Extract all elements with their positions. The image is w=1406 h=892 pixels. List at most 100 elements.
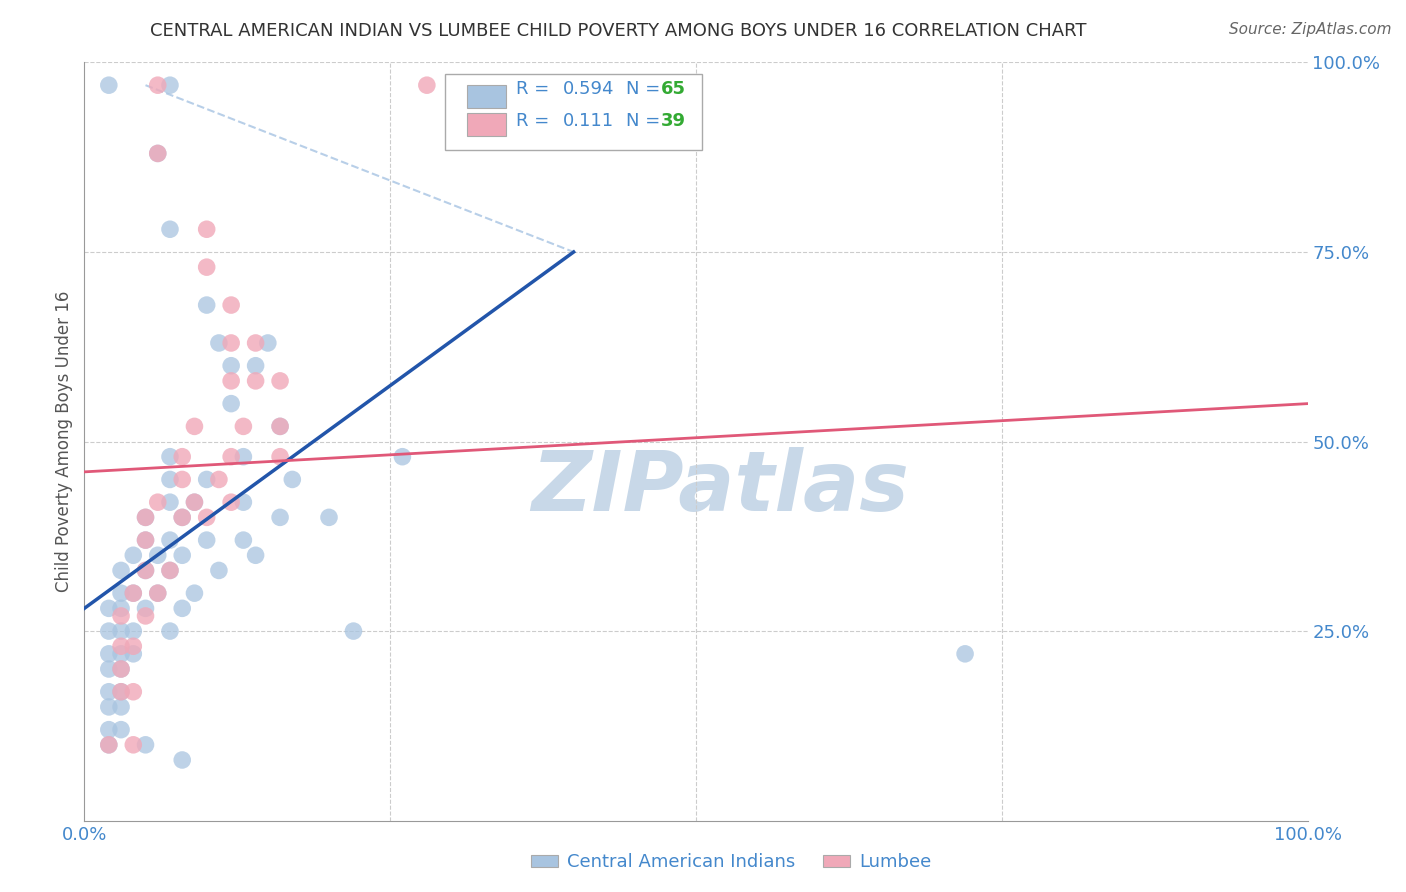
Point <box>97 624 120 639</box>
Point <box>135 533 157 548</box>
Point <box>232 450 254 464</box>
Text: 39: 39 <box>661 112 686 130</box>
Point <box>159 450 181 464</box>
Point <box>135 510 157 524</box>
Point <box>172 548 194 563</box>
Text: CENTRAL AMERICAN INDIAN VS LUMBEE CHILD POVERTY AMONG BOYS UNDER 16 CORRELATION : CENTRAL AMERICAN INDIAN VS LUMBEE CHILD … <box>150 22 1087 40</box>
Point <box>122 639 145 653</box>
Point <box>183 495 205 509</box>
Point <box>195 298 218 312</box>
Point <box>416 78 439 92</box>
Point <box>318 510 340 524</box>
Point <box>110 723 132 737</box>
Point <box>281 473 304 487</box>
Point <box>146 146 169 161</box>
Point <box>159 495 181 509</box>
Point <box>232 495 254 509</box>
Text: R =: R = <box>516 80 555 98</box>
Point <box>208 473 231 487</box>
Point <box>122 624 145 639</box>
Point <box>110 608 132 623</box>
Point <box>97 647 120 661</box>
Point <box>195 510 218 524</box>
Point <box>245 359 267 373</box>
Text: 0.111: 0.111 <box>562 112 614 130</box>
Point <box>122 586 145 600</box>
Point <box>269 510 291 524</box>
Point <box>135 601 157 615</box>
Text: N =: N = <box>626 80 666 98</box>
Point <box>110 699 132 714</box>
Point <box>97 78 120 92</box>
Point <box>110 564 132 578</box>
Point <box>146 146 169 161</box>
Point <box>135 510 157 524</box>
Point <box>146 586 169 600</box>
Point <box>269 450 291 464</box>
Point <box>97 662 120 676</box>
Legend: Central American Indians, Lumbee: Central American Indians, Lumbee <box>524 847 938 879</box>
Point <box>342 624 364 639</box>
Point <box>269 374 291 388</box>
Point <box>146 495 169 509</box>
Point <box>391 450 413 464</box>
Point <box>172 510 194 524</box>
Point <box>195 533 218 548</box>
Point <box>269 419 291 434</box>
Point <box>97 685 120 699</box>
Point <box>245 548 267 563</box>
Point <box>208 564 231 578</box>
Point <box>135 738 157 752</box>
Text: Source: ZipAtlas.com: Source: ZipAtlas.com <box>1229 22 1392 37</box>
FancyBboxPatch shape <box>467 85 506 108</box>
Text: 65: 65 <box>661 80 686 98</box>
Point <box>232 533 254 548</box>
Point <box>159 564 181 578</box>
Point <box>97 738 120 752</box>
Point <box>172 450 194 464</box>
Point <box>219 495 242 509</box>
Point <box>110 624 132 639</box>
Point <box>159 564 181 578</box>
Point <box>219 298 242 312</box>
Point <box>219 335 242 350</box>
Point <box>122 586 145 600</box>
Point <box>135 564 157 578</box>
Text: ZIPatlas: ZIPatlas <box>531 447 910 527</box>
Point <box>245 335 267 350</box>
Point <box>110 647 132 661</box>
Point <box>122 548 145 563</box>
Point <box>159 533 181 548</box>
Point <box>245 374 267 388</box>
Point <box>464 78 486 92</box>
Text: N =: N = <box>626 112 666 130</box>
Y-axis label: Child Poverty Among Boys Under 16: Child Poverty Among Boys Under 16 <box>55 291 73 592</box>
Point <box>97 699 120 714</box>
Point <box>97 601 120 615</box>
Point <box>146 78 169 92</box>
FancyBboxPatch shape <box>467 113 506 136</box>
Point <box>219 374 242 388</box>
Point <box>219 450 242 464</box>
Point <box>257 335 280 350</box>
Point <box>97 723 120 737</box>
Point <box>159 78 181 92</box>
Point <box>146 586 169 600</box>
Point <box>122 647 145 661</box>
Text: R =: R = <box>516 112 561 130</box>
Point <box>172 601 194 615</box>
Point <box>219 359 242 373</box>
Point <box>208 335 231 350</box>
Point <box>159 473 181 487</box>
Point <box>183 586 205 600</box>
Point <box>195 473 218 487</box>
Point <box>172 510 194 524</box>
Point <box>195 222 218 236</box>
Point <box>183 495 205 509</box>
Text: 0.594: 0.594 <box>562 80 614 98</box>
Point <box>122 685 145 699</box>
Point <box>146 548 169 563</box>
Point <box>97 738 120 752</box>
Point <box>159 624 181 639</box>
Point <box>110 662 132 676</box>
